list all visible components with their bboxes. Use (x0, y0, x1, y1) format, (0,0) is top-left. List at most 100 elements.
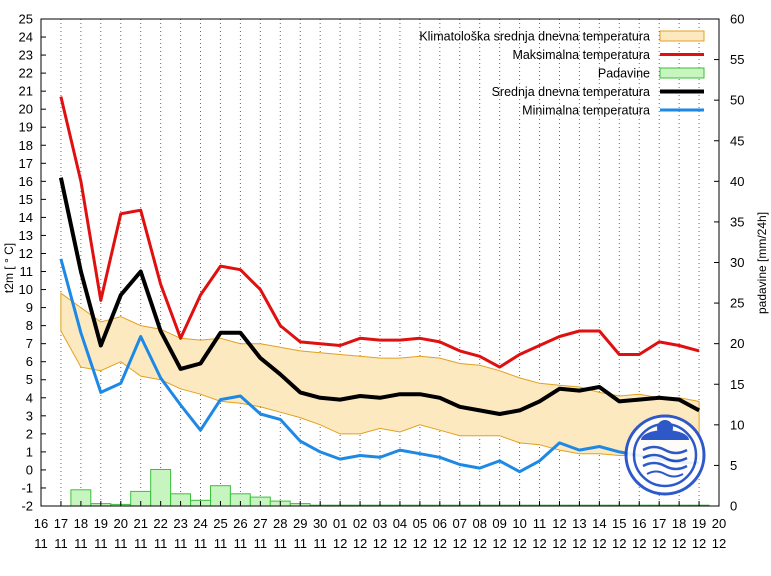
precipitation-bars (70, 469, 710, 507)
left-tick-label: 24 (19, 30, 33, 45)
x-tick-month: 11 (194, 536, 208, 551)
left-tick-label: 7 (26, 336, 33, 351)
legend-label: Padavine (598, 67, 650, 81)
right-axis-ticks: 0 5 10 15 20 25 30 35 40 45 50 55 60 (714, 12, 744, 514)
x-tick-month: 11 (234, 536, 248, 551)
legend-label: Minimalna temperatura (522, 104, 650, 118)
right-tick-label: 35 (730, 214, 744, 229)
x-tick-month: 12 (632, 536, 646, 551)
right-tick-label: 0 (730, 499, 737, 514)
left-tick-label: 15 (19, 192, 33, 207)
left-tick-label: 20 (19, 102, 33, 117)
x-tick-day: 18 (74, 516, 88, 531)
x-tick-month: 12 (712, 536, 726, 551)
right-tick-label: 20 (730, 336, 744, 351)
left-tick-label: 5 (26, 372, 33, 387)
left-tick-label: 18 (19, 138, 33, 153)
x-tick-month: 11 (54, 536, 68, 551)
left-tick-label: 13 (19, 228, 33, 243)
legend-swatch (659, 30, 705, 42)
x-tick-day: 23 (173, 516, 187, 531)
x-tick-day: 28 (273, 516, 287, 531)
x-tick-day: 18 (672, 516, 686, 531)
x-tick-day: 22 (153, 516, 167, 531)
right-tick-label: 60 (730, 12, 744, 27)
max-temperature-line (59, 96, 700, 369)
x-tick-month: 12 (692, 536, 706, 551)
x-tick-day: 03 (373, 516, 387, 531)
x-tick-day: 30 (313, 516, 327, 531)
x-tick-day: 16 (34, 516, 48, 531)
x-tick-month: 12 (393, 536, 407, 551)
x-tick-month: 12 (413, 536, 427, 551)
x-tick-day: 17 (54, 516, 68, 531)
left-tick-label: 17 (19, 156, 33, 171)
left-tick-label: 9 (26, 300, 33, 315)
x-tick-day: 24 (193, 516, 207, 531)
x-tick-month: 12 (492, 536, 506, 551)
right-tick-label: 25 (730, 296, 744, 311)
x-tick-day: 27 (253, 516, 267, 531)
left-tick-label: 12 (19, 246, 33, 261)
dhmz-logo (624, 414, 706, 496)
mean-temperature-line (58, 177, 701, 416)
precipitation-bar (150, 469, 172, 507)
x-tick-day: 01 (333, 516, 347, 531)
left-tick-label: 16 (19, 174, 33, 189)
x-tick-day: 05 (413, 516, 427, 531)
left-tick-label: -1 (21, 480, 33, 495)
x-tick-month: 12 (333, 536, 347, 551)
x-tick-month: 12 (373, 536, 387, 551)
x-tick-day: 12 (552, 516, 566, 531)
right-tick-label: 45 (730, 133, 744, 148)
x-tick-day: 16 (632, 516, 646, 531)
x-tick-month: 12 (552, 536, 566, 551)
left-tick-label: 22 (19, 66, 33, 81)
x-tick-day: 14 (592, 516, 606, 531)
x-tick-day: 29 (293, 516, 307, 531)
x-tick-month: 12 (453, 536, 467, 551)
x-tick-day: 06 (433, 516, 447, 531)
right-tick-label: 5 (730, 458, 737, 473)
x-tick-month: 12 (612, 536, 626, 551)
x-tick-month: 11 (94, 536, 108, 551)
x-tick-month: 12 (592, 536, 606, 551)
x-tick-day: 21 (133, 516, 147, 531)
left-tick-label: 19 (19, 120, 33, 135)
left-axis-ticks: -2-1012345678910111213141516171819202122… (19, 12, 46, 514)
left-tick-label: 3 (26, 408, 33, 423)
right-axis-label: padavine [mm/24h] (755, 212, 769, 314)
x-tick-month: 11 (34, 536, 48, 551)
x-tick-month: 12 (572, 536, 586, 551)
legend-label: Klimatološka srednja dnevna temperatura (419, 30, 650, 44)
min-temperature-line (59, 258, 700, 474)
x-tick-day: 20 (114, 516, 128, 531)
left-tick-label: 4 (26, 390, 33, 405)
left-tick-label: 11 (20, 264, 34, 279)
x-tick-month: 11 (114, 536, 128, 551)
left-axis-label: t2m [ ° C] (2, 243, 16, 293)
x-tick-day: 10 (512, 516, 526, 531)
x-tick-day: 13 (572, 516, 586, 531)
left-tick-label: 0 (26, 462, 33, 477)
right-tick-label: 55 (730, 52, 744, 67)
right-tick-label: 15 (730, 377, 744, 392)
left-tick-label: -2 (21, 499, 33, 514)
left-tick-label: 25 (19, 12, 33, 27)
x-tick-month: 11 (214, 536, 228, 551)
legend-swatch (659, 67, 705, 79)
x-tick-month: 12 (532, 536, 546, 551)
right-tick-label: 40 (730, 174, 744, 189)
x-tick-day: 09 (492, 516, 506, 531)
right-tick-label: 10 (730, 417, 744, 432)
x-tick-day: 25 (213, 516, 227, 531)
x-tick-month: 11 (293, 536, 307, 551)
x-tick-day: 26 (233, 516, 247, 531)
x-tick-month: 11 (254, 536, 268, 551)
x-tick-month: 11 (134, 536, 148, 551)
left-tick-label: 1 (26, 444, 33, 459)
x-tick-month: 12 (353, 536, 367, 551)
x-tick-month: 12 (652, 536, 666, 551)
legend: Klimatološka srednja dnevna temperatura M… (419, 30, 705, 118)
